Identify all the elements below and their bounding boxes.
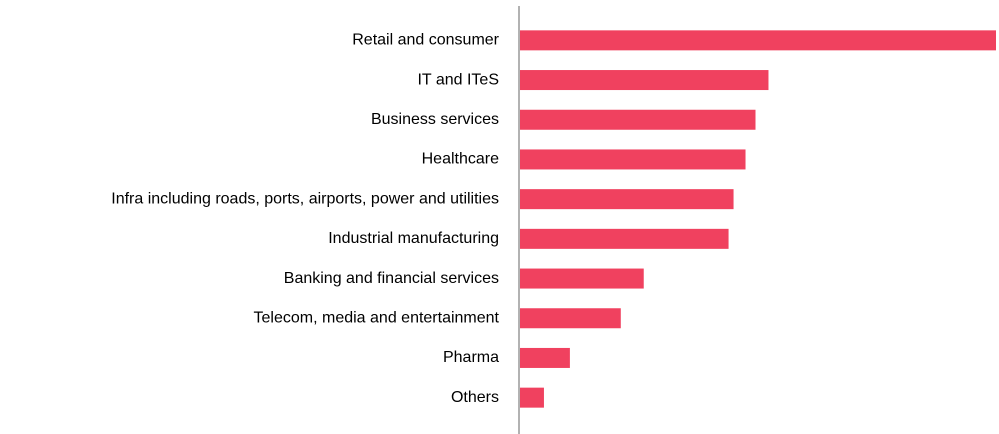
- y-tick-label: Infra including roads, ports, airports, …: [111, 190, 499, 207]
- bar: [520, 70, 769, 91]
- bar: [520, 189, 734, 210]
- y-tick-label: Others: [451, 389, 499, 406]
- bar: [520, 308, 621, 329]
- bar: [520, 347, 570, 368]
- bar: [520, 149, 746, 170]
- bar: [520, 109, 756, 130]
- bar: [520, 30, 996, 51]
- y-tick-label: Retail and consumer: [352, 32, 499, 49]
- y-tick-label: Banking and financial services: [284, 270, 499, 287]
- y-tick-label: IT and ITeS: [417, 71, 499, 88]
- y-tick-label: Telecom, media and entertainment: [254, 309, 500, 326]
- bar: [520, 228, 729, 249]
- y-tick-label: Business services: [371, 111, 499, 128]
- y-tick-label: Pharma: [443, 349, 499, 366]
- bar: [520, 268, 644, 289]
- y-tick-label: Industrial manufacturing: [328, 230, 499, 247]
- bar: [520, 387, 544, 408]
- y-tick-label: Healthcare: [422, 151, 499, 168]
